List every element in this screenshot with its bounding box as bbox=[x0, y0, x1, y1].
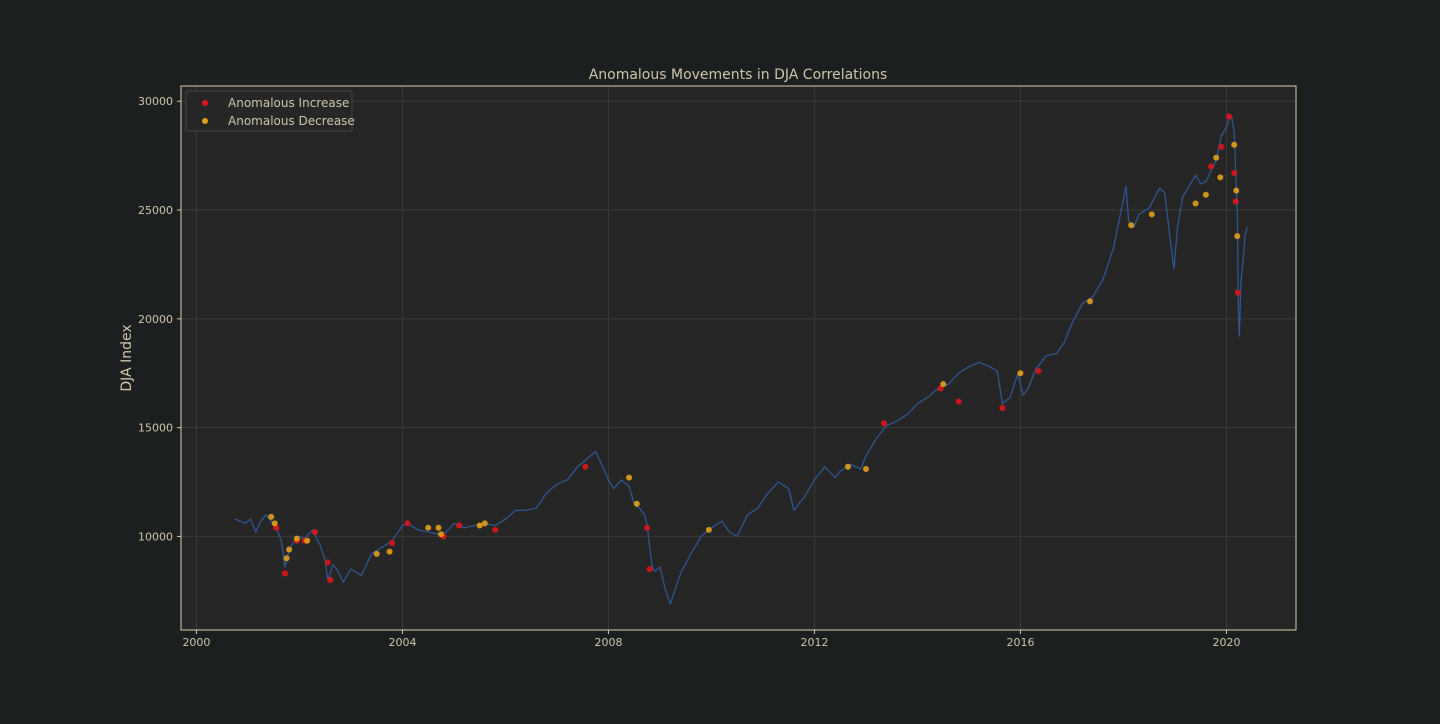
decrease-point bbox=[626, 474, 633, 481]
decrease-point bbox=[1202, 191, 1209, 198]
dja-index-line bbox=[234, 115, 1248, 605]
decrease-point bbox=[940, 381, 947, 388]
increase-point bbox=[1218, 143, 1225, 150]
increase-point bbox=[492, 526, 499, 533]
x-tick-label: 2000 bbox=[182, 636, 210, 649]
increase-point bbox=[311, 529, 318, 536]
increase-point bbox=[389, 539, 396, 546]
decrease-point bbox=[1213, 154, 1220, 161]
decrease-points-layer bbox=[268, 141, 1241, 562]
increase-point bbox=[1226, 113, 1233, 120]
y-axis-label: DJA Index bbox=[119, 324, 135, 391]
x-tick-label: 2016 bbox=[1006, 636, 1034, 649]
decrease-point bbox=[286, 546, 293, 553]
decrease-point bbox=[386, 548, 393, 555]
increase-point bbox=[324, 559, 331, 566]
increase-point bbox=[582, 463, 589, 470]
decrease-point bbox=[705, 526, 712, 533]
y-tick-label: 15000 bbox=[138, 422, 173, 435]
increase-point bbox=[327, 576, 334, 583]
legend: Anomalous Increase Anomalous Decrease bbox=[185, 90, 355, 132]
y-tick-label: 25000 bbox=[138, 204, 173, 217]
increase-point bbox=[880, 420, 887, 427]
decrease-point bbox=[438, 531, 445, 538]
plot-area bbox=[181, 86, 1296, 630]
increase-point bbox=[1231, 170, 1238, 177]
increase-point bbox=[404, 520, 411, 527]
increase-point bbox=[1035, 368, 1042, 375]
decrease-point bbox=[1086, 298, 1093, 305]
legend-box bbox=[185, 90, 353, 132]
decrease-point bbox=[1234, 233, 1241, 240]
increase-point bbox=[955, 398, 962, 405]
y-tick-label: 30000 bbox=[138, 95, 173, 108]
y-axis-ticks: 10000 15000 20000 25000 30000 bbox=[138, 95, 181, 543]
increase-point bbox=[937, 385, 944, 392]
increase-point bbox=[456, 522, 463, 529]
x-tick-label: 2012 bbox=[800, 636, 828, 649]
x-tick-label: 2004 bbox=[388, 636, 416, 649]
decrease-point bbox=[481, 520, 488, 527]
decrease-point bbox=[283, 555, 290, 562]
increase-point bbox=[1234, 289, 1241, 296]
increase-point bbox=[646, 566, 653, 573]
x-tick-label: 2008 bbox=[594, 636, 622, 649]
x-tick-label: 2020 bbox=[1212, 636, 1240, 649]
decrease-point bbox=[1128, 222, 1135, 229]
decrease-point bbox=[862, 465, 869, 472]
legend-label-decrease: Anomalous Decrease bbox=[228, 114, 355, 128]
increase-point bbox=[282, 570, 289, 577]
decrease-point bbox=[476, 522, 483, 529]
legend-marker-decrease bbox=[202, 118, 208, 124]
decrease-point bbox=[373, 550, 380, 557]
legend-label-increase: Anomalous Increase bbox=[228, 96, 349, 110]
increase-point bbox=[1232, 198, 1239, 205]
decrease-point bbox=[268, 513, 275, 520]
decrease-point bbox=[293, 535, 300, 542]
decrease-point bbox=[1017, 370, 1024, 377]
x-axis-ticks: 2000 2004 2008 2012 2016 2020 bbox=[182, 630, 1240, 649]
y-tick-label: 10000 bbox=[138, 530, 173, 543]
increase-point bbox=[999, 405, 1006, 412]
decrease-point bbox=[844, 463, 851, 470]
decrease-point bbox=[304, 537, 311, 544]
increase-point bbox=[1208, 163, 1215, 170]
decrease-point bbox=[1192, 200, 1199, 207]
decrease-point bbox=[1217, 174, 1224, 181]
chart-title: Anomalous Movements in DJA Correlations bbox=[589, 67, 888, 83]
y-tick-label: 20000 bbox=[138, 313, 173, 326]
plot-frame bbox=[180, 85, 1297, 631]
decrease-point bbox=[1233, 187, 1240, 194]
decrease-point bbox=[1231, 141, 1238, 148]
increase-point bbox=[644, 524, 651, 531]
decrease-point bbox=[1148, 211, 1155, 218]
decrease-point bbox=[271, 520, 278, 527]
grid-lines bbox=[181, 86, 1296, 630]
legend-marker-increase bbox=[202, 100, 208, 106]
series-line-layer bbox=[234, 115, 1248, 605]
decrease-point bbox=[425, 524, 432, 531]
decrease-point bbox=[435, 524, 442, 531]
decrease-point bbox=[633, 500, 640, 507]
